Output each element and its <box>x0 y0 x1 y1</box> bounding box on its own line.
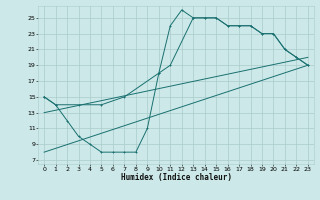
X-axis label: Humidex (Indice chaleur): Humidex (Indice chaleur) <box>121 173 231 182</box>
